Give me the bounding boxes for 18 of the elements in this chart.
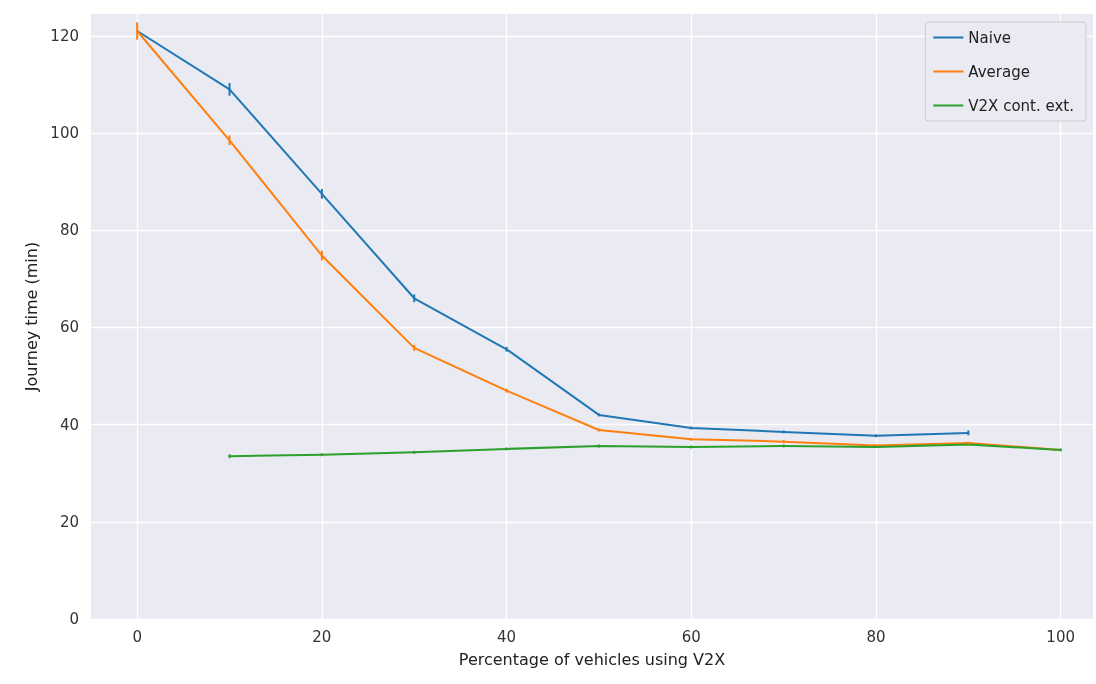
x-tick-label: 40 xyxy=(497,627,517,646)
x-axis-title: Percentage of vehicles using V2X xyxy=(458,649,726,669)
legend-label: Average xyxy=(968,62,1030,81)
y-tick-label: 20 xyxy=(59,512,79,531)
y-axis-title: Journey time (min) xyxy=(21,241,41,393)
y-tick-label: 0 xyxy=(69,610,79,628)
y-tick-label: 120 xyxy=(50,26,79,45)
legend-label: V2X cont. ext. xyxy=(968,96,1075,115)
y-tick-label: 40 xyxy=(59,415,79,434)
y-tick-label: 80 xyxy=(59,221,79,240)
y-tick-label: 100 xyxy=(50,124,79,143)
x-tick-label: 80 xyxy=(866,627,886,646)
x-tick-label: 0 xyxy=(132,627,142,646)
x-tick-label: 20 xyxy=(312,627,332,646)
y-tick-label: 60 xyxy=(59,318,79,337)
legend-label: Naive xyxy=(968,28,1011,47)
x-tick-label: 60 xyxy=(681,627,701,646)
x-tick-label: 100 xyxy=(1046,627,1075,646)
